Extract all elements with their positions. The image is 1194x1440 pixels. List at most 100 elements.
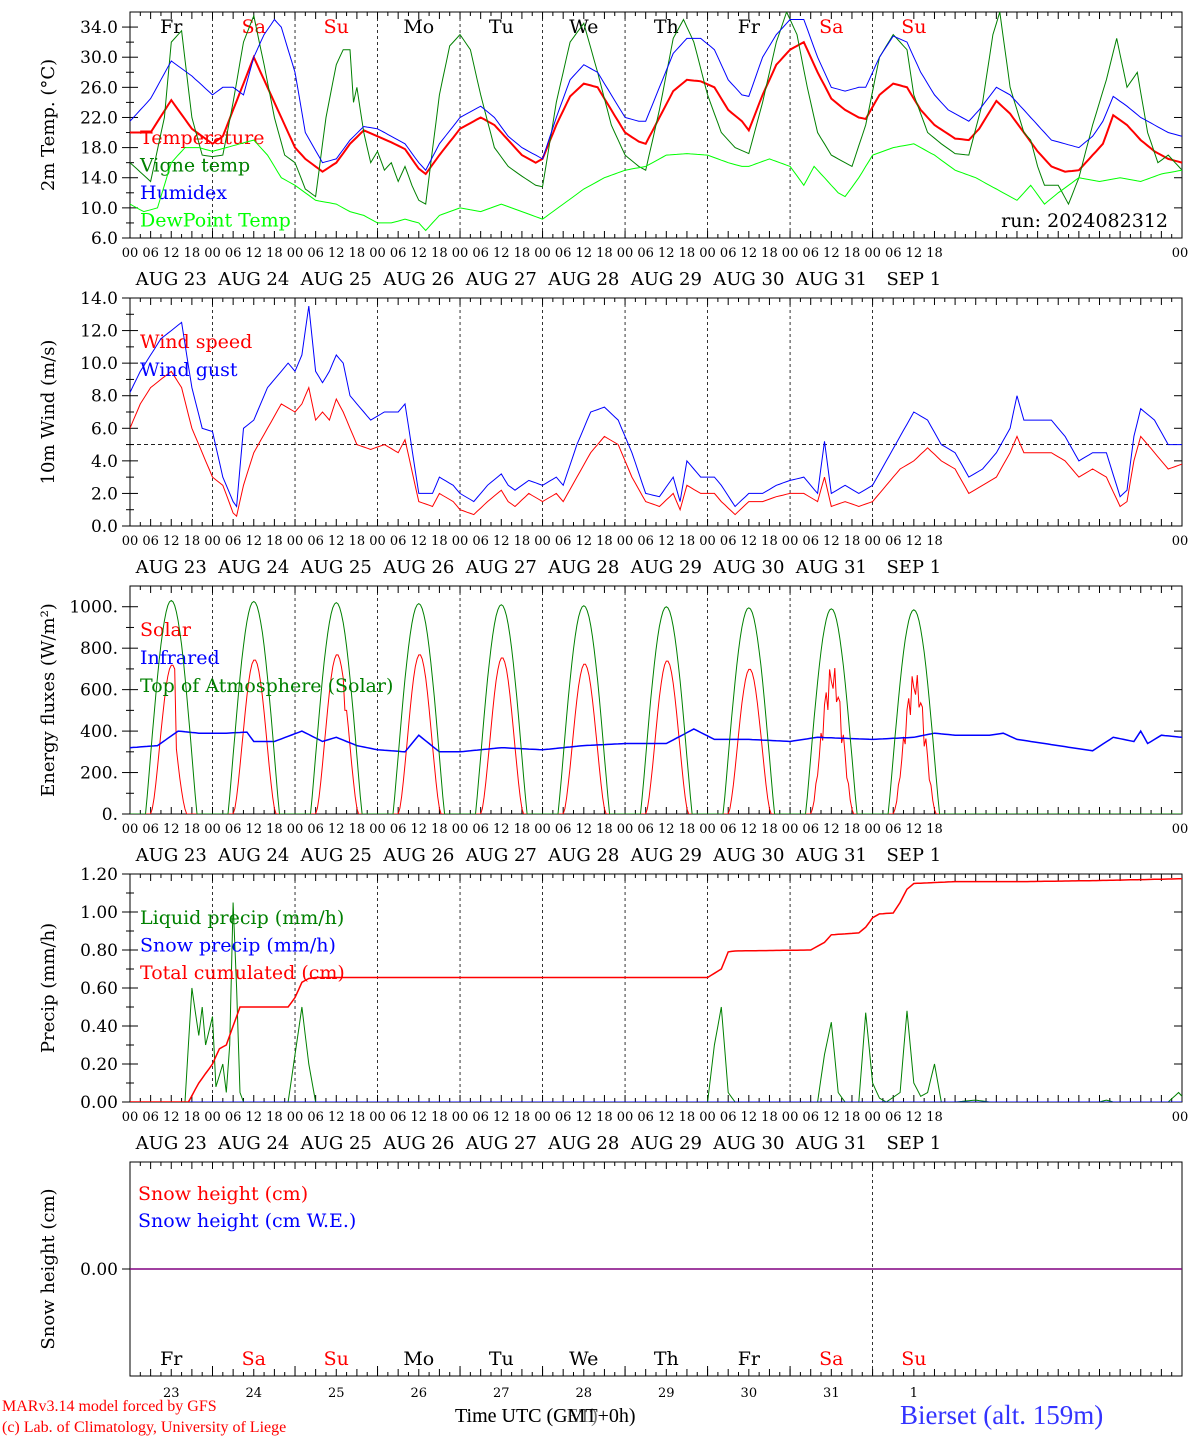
hour-label: 00	[287, 822, 304, 837]
hour-label: 18	[844, 534, 861, 549]
legend-entry: Temperature	[140, 127, 264, 149]
hour-label: 00	[534, 534, 551, 549]
hour-label: 12	[576, 822, 593, 837]
hour-label: 00	[699, 534, 716, 549]
hour-label: 06	[472, 1110, 489, 1125]
hour-label: 12	[328, 822, 345, 837]
hour-label: 12	[328, 1110, 345, 1125]
hour-label: 06	[472, 822, 489, 837]
hour-label: 06	[802, 246, 819, 261]
hour-label: 00	[204, 822, 221, 837]
hour-label: 18	[266, 822, 283, 837]
hour-label: 12	[906, 246, 923, 261]
time-axis-label-overlay: Time UTC (CET)	[455, 1405, 598, 1427]
day-number-label: 27	[493, 1386, 510, 1401]
hour-label: 06	[802, 534, 819, 549]
day-label: SEP 1	[886, 269, 941, 290]
day-label: AUG 28	[547, 845, 619, 866]
day-label: AUG 23	[135, 557, 207, 578]
legend-entry: Wind gust	[140, 359, 238, 381]
weekday-label: Mo	[403, 1348, 434, 1370]
y-tick-label: 34.0	[80, 18, 118, 38]
series-temperature-3	[130, 139, 1182, 232]
y-tick-label: 26.0	[80, 78, 118, 98]
day-label: AUG 27	[465, 269, 537, 290]
panel-temperature: 6.0 10.0 14.0 18.0 22.0 26.0 30.0 34.0 2m Temp. …	[38, 11, 1189, 290]
y-axis-label: Precip (mm/h)	[38, 923, 59, 1053]
day-label: AUG 24	[217, 269, 289, 290]
hour-label: 00	[617, 1110, 634, 1125]
hour-label: 00	[699, 246, 716, 261]
weekday-label: We	[569, 1348, 598, 1370]
legend-entry: Infrared	[140, 647, 220, 669]
day-label: SEP 1	[886, 557, 941, 578]
hour-label: 18	[926, 534, 943, 549]
y-tick-label: 1000.	[69, 598, 118, 618]
legend-entry: Top of Atmosphere (Solar)	[140, 675, 393, 697]
day-number-label: 28	[576, 1386, 593, 1401]
hour-label: 06	[225, 534, 242, 549]
hour-label: 18	[926, 1110, 943, 1125]
hour-label: 12	[906, 1110, 923, 1125]
plot-frame	[129, 297, 1183, 527]
day-label: SEP 1	[886, 1133, 941, 1154]
y-tick-label: 200.	[80, 764, 118, 784]
y-tick-label: 0.40	[80, 1017, 118, 1037]
hour-label: 06	[307, 534, 324, 549]
hour-label: 18	[184, 1110, 201, 1125]
day-label: AUG 23	[135, 269, 207, 290]
hour-label: 18	[761, 1110, 778, 1125]
weekday-label: We	[569, 16, 598, 38]
hour-label: 12	[411, 534, 428, 549]
day-number-label: 1	[910, 1386, 918, 1401]
hour-label: 12	[411, 246, 428, 261]
hour-label: 06	[637, 246, 654, 261]
hour-label: 00	[534, 822, 551, 837]
hour-label: 12	[493, 246, 510, 261]
y-tick-label: 22.0	[80, 108, 118, 128]
hour-label: 00	[287, 246, 304, 261]
hour-label: 06	[390, 246, 407, 261]
day-label: AUG 27	[465, 557, 537, 578]
weekday-label: Sa	[819, 16, 843, 38]
day-label: AUG 27	[465, 1133, 537, 1154]
hour-label: 12	[245, 534, 262, 549]
hour-label: 18	[431, 1110, 448, 1125]
y-tick-label: 400.	[80, 722, 118, 742]
hour-label: 12	[328, 534, 345, 549]
hour-label: 06	[225, 246, 242, 261]
hour-label: 00	[1172, 246, 1189, 261]
y-axis-label: 2m Temp. (°C)	[38, 59, 59, 191]
hour-label: 12	[493, 822, 510, 837]
hour-label: 18	[926, 822, 943, 837]
weekday-label: Fr	[160, 1348, 183, 1370]
hour-label: 12	[823, 822, 840, 837]
day-label: AUG 25	[300, 845, 372, 866]
plot-frame	[129, 585, 1183, 815]
hour-label: 12	[163, 1110, 180, 1125]
hour-label: 18	[514, 534, 531, 549]
panel-snow: 0.00 Snow height (cm) Fr Sa Su Mo Tu We Th Fr Sa Su…	[38, 1161, 1183, 1401]
y-tick-label: 1.20	[80, 865, 118, 885]
hour-label: 06	[555, 246, 572, 261]
hour-label: 18	[184, 822, 201, 837]
hour-label: 12	[245, 246, 262, 261]
weekday-label: Su	[324, 1348, 349, 1370]
run-label: run: 2024082312	[1001, 210, 1168, 232]
hour-label: 12	[576, 1110, 593, 1125]
hour-label: 06	[225, 1110, 242, 1125]
day-label: AUG 25	[300, 557, 372, 578]
hour-label: 12	[163, 822, 180, 837]
hour-label: 18	[349, 246, 366, 261]
weekday-label: Su	[901, 16, 926, 38]
hour-label: 12	[245, 822, 262, 837]
panel-wind: 0.0 2.0 4.0 6.0 8.0 10.0 12.0 14.0 10m Wind (m/s…	[38, 289, 1188, 578]
day-label: AUG 26	[382, 1133, 454, 1154]
series-precip-0	[130, 902, 1182, 1102]
legend-entry: Wind speed	[140, 331, 252, 353]
hour-label: 18	[266, 246, 283, 261]
hour-label: 18	[596, 534, 613, 549]
day-label: AUG 24	[217, 1133, 289, 1154]
hour-label: 00	[782, 822, 799, 837]
day-number-label: 23	[163, 1386, 180, 1401]
